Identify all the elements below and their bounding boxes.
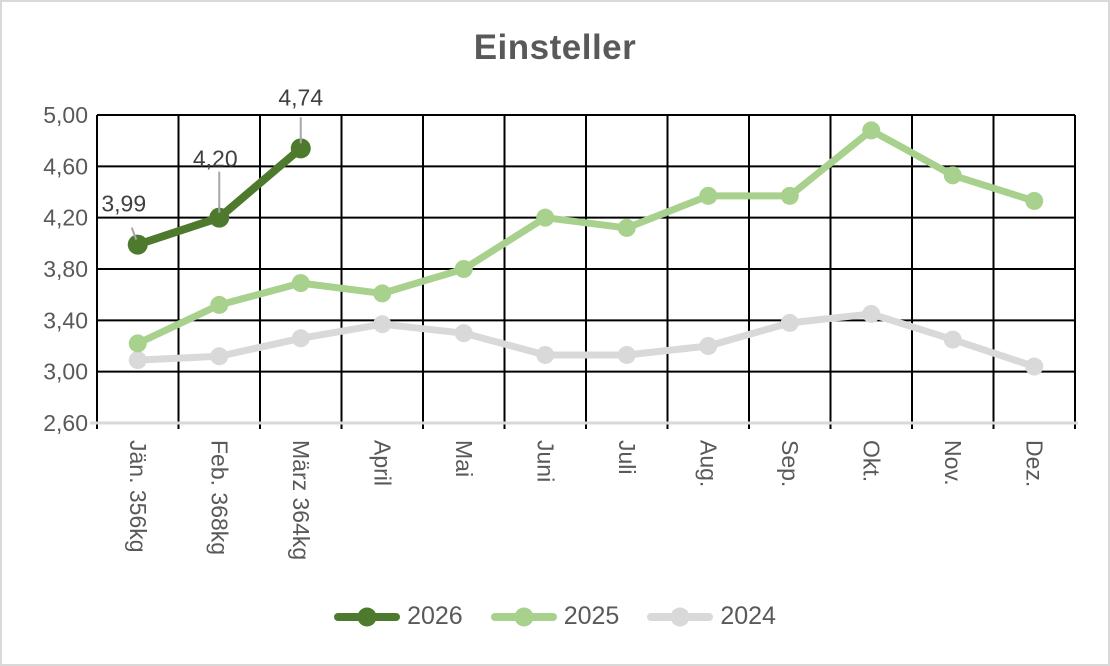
x-tick-label: Mai	[451, 440, 477, 477]
y-tick-label: 3,80	[43, 256, 88, 282]
y-tick-label: 3,00	[43, 359, 88, 385]
x-tick-label: Sep.	[777, 440, 803, 487]
data-point-2025[interactable]	[699, 186, 718, 205]
data-point-2025[interactable]	[373, 284, 392, 303]
data-point-2024[interactable]	[128, 351, 147, 370]
data-label: 4,74	[278, 84, 323, 110]
data-point-2024[interactable]	[210, 347, 229, 366]
y-tick-label: 4,20	[43, 205, 88, 231]
data-point-2024[interactable]	[943, 330, 962, 349]
x-tick-label: Feb. 368kg	[206, 440, 232, 555]
legend-line-marker-icon	[334, 607, 401, 626]
data-point-2024[interactable]	[1025, 357, 1044, 376]
legend-dot-icon	[514, 607, 534, 626]
data-point-2025[interactable]	[210, 295, 229, 314]
data-point-2024[interactable]	[780, 313, 799, 332]
x-tick-label: April	[369, 440, 395, 486]
data-point-2026[interactable]	[127, 234, 148, 255]
y-axis-labels: 5,00 4,60 4,20 3,80 3,40 3,00 2,60	[43, 102, 88, 436]
data-point-2025[interactable]	[1025, 191, 1044, 210]
data-point-2024[interactable]	[617, 345, 636, 364]
gridlines	[96, 114, 1076, 429]
x-tick-label: Okt.	[858, 440, 884, 482]
x-tick-label: Dez.	[1021, 440, 1047, 487]
x-tick-label: Aug.	[695, 440, 721, 487]
legend-line-marker-icon	[647, 607, 714, 626]
data-point-2024[interactable]	[373, 315, 392, 334]
series-2025	[128, 121, 1044, 353]
series-line-2024[interactable]	[134, 310, 1038, 371]
data-point-2025[interactable]	[943, 166, 962, 185]
y-tick-label: 5,00	[43, 102, 88, 128]
data-point-2026[interactable]	[209, 207, 230, 228]
x-tick-label: Nov.	[940, 440, 966, 486]
data-point-2025[interactable]	[780, 186, 799, 205]
legend-dot-icon	[670, 607, 690, 626]
data-point-2025[interactable]	[536, 208, 555, 227]
legend: 2026 2025 2024	[2, 602, 1108, 631]
data-labels-2026: 3,99 4,20 4,74	[101, 84, 323, 240]
legend-dot-icon	[357, 607, 377, 626]
data-point-2025[interactable]	[128, 334, 147, 353]
y-tick-label: 3,40	[43, 307, 88, 333]
data-point-2025[interactable]	[454, 260, 473, 278]
data-point-2025[interactable]	[617, 218, 636, 237]
leader-line	[130, 227, 138, 240]
data-point-2024[interactable]	[454, 324, 473, 343]
x-tick-label: März 364kg	[288, 440, 314, 560]
data-label: 3,99	[101, 191, 146, 217]
legend-line-marker-icon	[490, 607, 557, 626]
data-point-2024[interactable]	[699, 337, 718, 355]
series-2026	[127, 138, 311, 255]
legend-label: 2025	[563, 602, 620, 630]
series-2024	[128, 304, 1044, 376]
data-point-2024[interactable]	[862, 304, 881, 323]
y-tick-label: 4,60	[43, 153, 88, 179]
data-point-2026[interactable]	[290, 138, 311, 159]
x-axis-labels: Jän. 356kg Feb. 368kg März 364kg April Mai Ju…	[125, 440, 1048, 560]
chart-title[interactable]: Einsteller	[473, 28, 637, 67]
x-tick-label: Juni	[532, 440, 558, 482]
data-label: 4,20	[193, 146, 238, 172]
x-tick-label: Juli	[614, 440, 640, 475]
data-point-2024[interactable]	[536, 345, 555, 364]
legend-item-2025[interactable]: 2025	[490, 602, 620, 631]
data-point-2025[interactable]	[862, 121, 881, 140]
legend-item-2024[interactable]: 2024	[647, 602, 776, 631]
legend-label: 2024	[720, 602, 776, 630]
data-point-2024[interactable]	[291, 329, 310, 348]
x-tick-label: Jän. 356kg	[125, 440, 151, 553]
data-point-2025[interactable]	[291, 274, 310, 293]
y-tick-label: 2,60	[43, 410, 88, 436]
legend-label: 2026	[407, 602, 463, 630]
series-line-2025[interactable]	[134, 126, 1038, 347]
legend-item-2026[interactable]: 2026	[334, 602, 463, 631]
